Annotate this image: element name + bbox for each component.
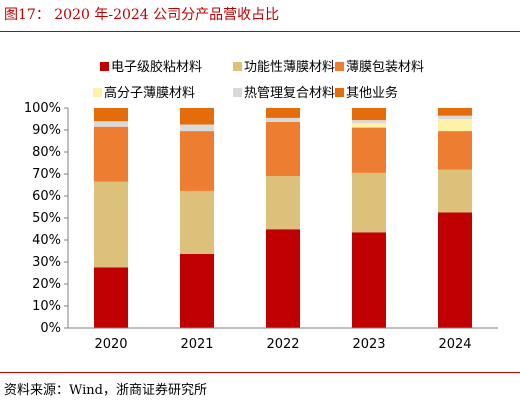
bar-stack-2020 — [94, 108, 128, 328]
bars — [94, 108, 472, 328]
bar-segment — [94, 108, 128, 122]
bar-segment — [352, 108, 386, 121]
y-tick-label: 40% — [32, 233, 61, 248]
x-tick-label: 2024 — [438, 337, 471, 352]
legend-label: 薄膜包装材料 — [346, 60, 424, 75]
bar-segment — [266, 229, 300, 328]
source-note: 资料来源：Wind，浙商证券研究所 — [4, 383, 207, 398]
y-tick-label: 60% — [32, 189, 61, 204]
bar-segment — [180, 190, 214, 254]
bar-stack-2024 — [438, 108, 472, 328]
x-axis: 2020 2021 2022 2023 2024 — [68, 327, 498, 352]
legend-label: 其他业务 — [346, 85, 398, 101]
legend-item: 热管理复合材料 — [233, 86, 335, 101]
legend-item: 薄膜包装材料 — [335, 60, 424, 75]
legend-item: 功能性薄膜材料 — [233, 60, 335, 75]
legend-item: 高分子薄膜材料 — [93, 85, 195, 101]
bar-segment — [438, 169, 472, 213]
bar-segment — [352, 172, 386, 233]
y-tick-label: 100% — [24, 101, 61, 116]
y-tick-label: 30% — [32, 255, 61, 270]
legend-swatch — [335, 62, 344, 71]
bar-stack-2022 — [266, 108, 300, 328]
x-tick-label: 2022 — [266, 337, 299, 352]
bar-segment — [180, 124, 214, 132]
bar-segment — [438, 115, 472, 119]
y-tick-label: 10% — [32, 299, 61, 314]
legend-item: 电子级胶粘材料 — [100, 59, 202, 75]
bar-segment — [438, 119, 472, 132]
legend-swatch — [335, 88, 344, 97]
bar-segment — [352, 123, 386, 128]
source-divider — [0, 372, 520, 373]
legend-swatch — [233, 88, 242, 97]
legend-swatch — [233, 62, 242, 71]
legend-label: 功能性薄膜材料 — [244, 60, 335, 75]
title-divider — [0, 31, 520, 32]
legend-swatch — [93, 88, 102, 97]
x-tick-label: 2020 — [94, 337, 127, 352]
legend-label: 电子级胶粘材料 — [111, 59, 202, 75]
legend-swatch — [100, 62, 109, 71]
bar-segment — [266, 175, 300, 230]
bar-segment — [438, 131, 472, 170]
x-tick-label: 2023 — [352, 337, 385, 352]
bar-segment — [180, 131, 214, 191]
y-tick-label: 0% — [40, 321, 61, 336]
bar-segment — [352, 232, 386, 328]
bar-segment — [438, 108, 472, 116]
bar-segment — [94, 267, 128, 328]
legend-item: 其他业务 — [335, 85, 398, 101]
bar-segment — [352, 127, 386, 173]
bar-stack-2023 — [352, 108, 386, 328]
bar-segment — [180, 108, 214, 125]
bar-segment — [94, 181, 128, 268]
bar-segment — [266, 121, 300, 176]
bar-segment — [266, 117, 300, 122]
bar-segment — [94, 121, 128, 127]
figure-title: 图17： 2020 年-2024 公司分产品营收占比 — [4, 7, 280, 23]
legend-label: 热管理复合材料 — [244, 86, 335, 101]
x-tick-label: 2021 — [180, 337, 213, 352]
legend-label: 高分子薄膜材料 — [104, 85, 195, 101]
y-axis: 0% 10% 20% 30% 40% 50% 60% 70% 80% 90% 100% — [24, 101, 69, 336]
bar-segment — [180, 253, 214, 328]
bar-segment — [266, 108, 300, 118]
y-tick-label: 80% — [32, 145, 61, 160]
y-tick-label: 90% — [32, 123, 61, 138]
y-tick-label: 50% — [32, 211, 61, 226]
bar-segment — [94, 126, 128, 182]
bar-segment — [352, 120, 386, 124]
y-tick-label: 20% — [32, 277, 61, 292]
bar-stack-2021 — [180, 108, 214, 328]
bar-segment — [438, 212, 472, 328]
y-tick-label: 70% — [32, 167, 61, 182]
